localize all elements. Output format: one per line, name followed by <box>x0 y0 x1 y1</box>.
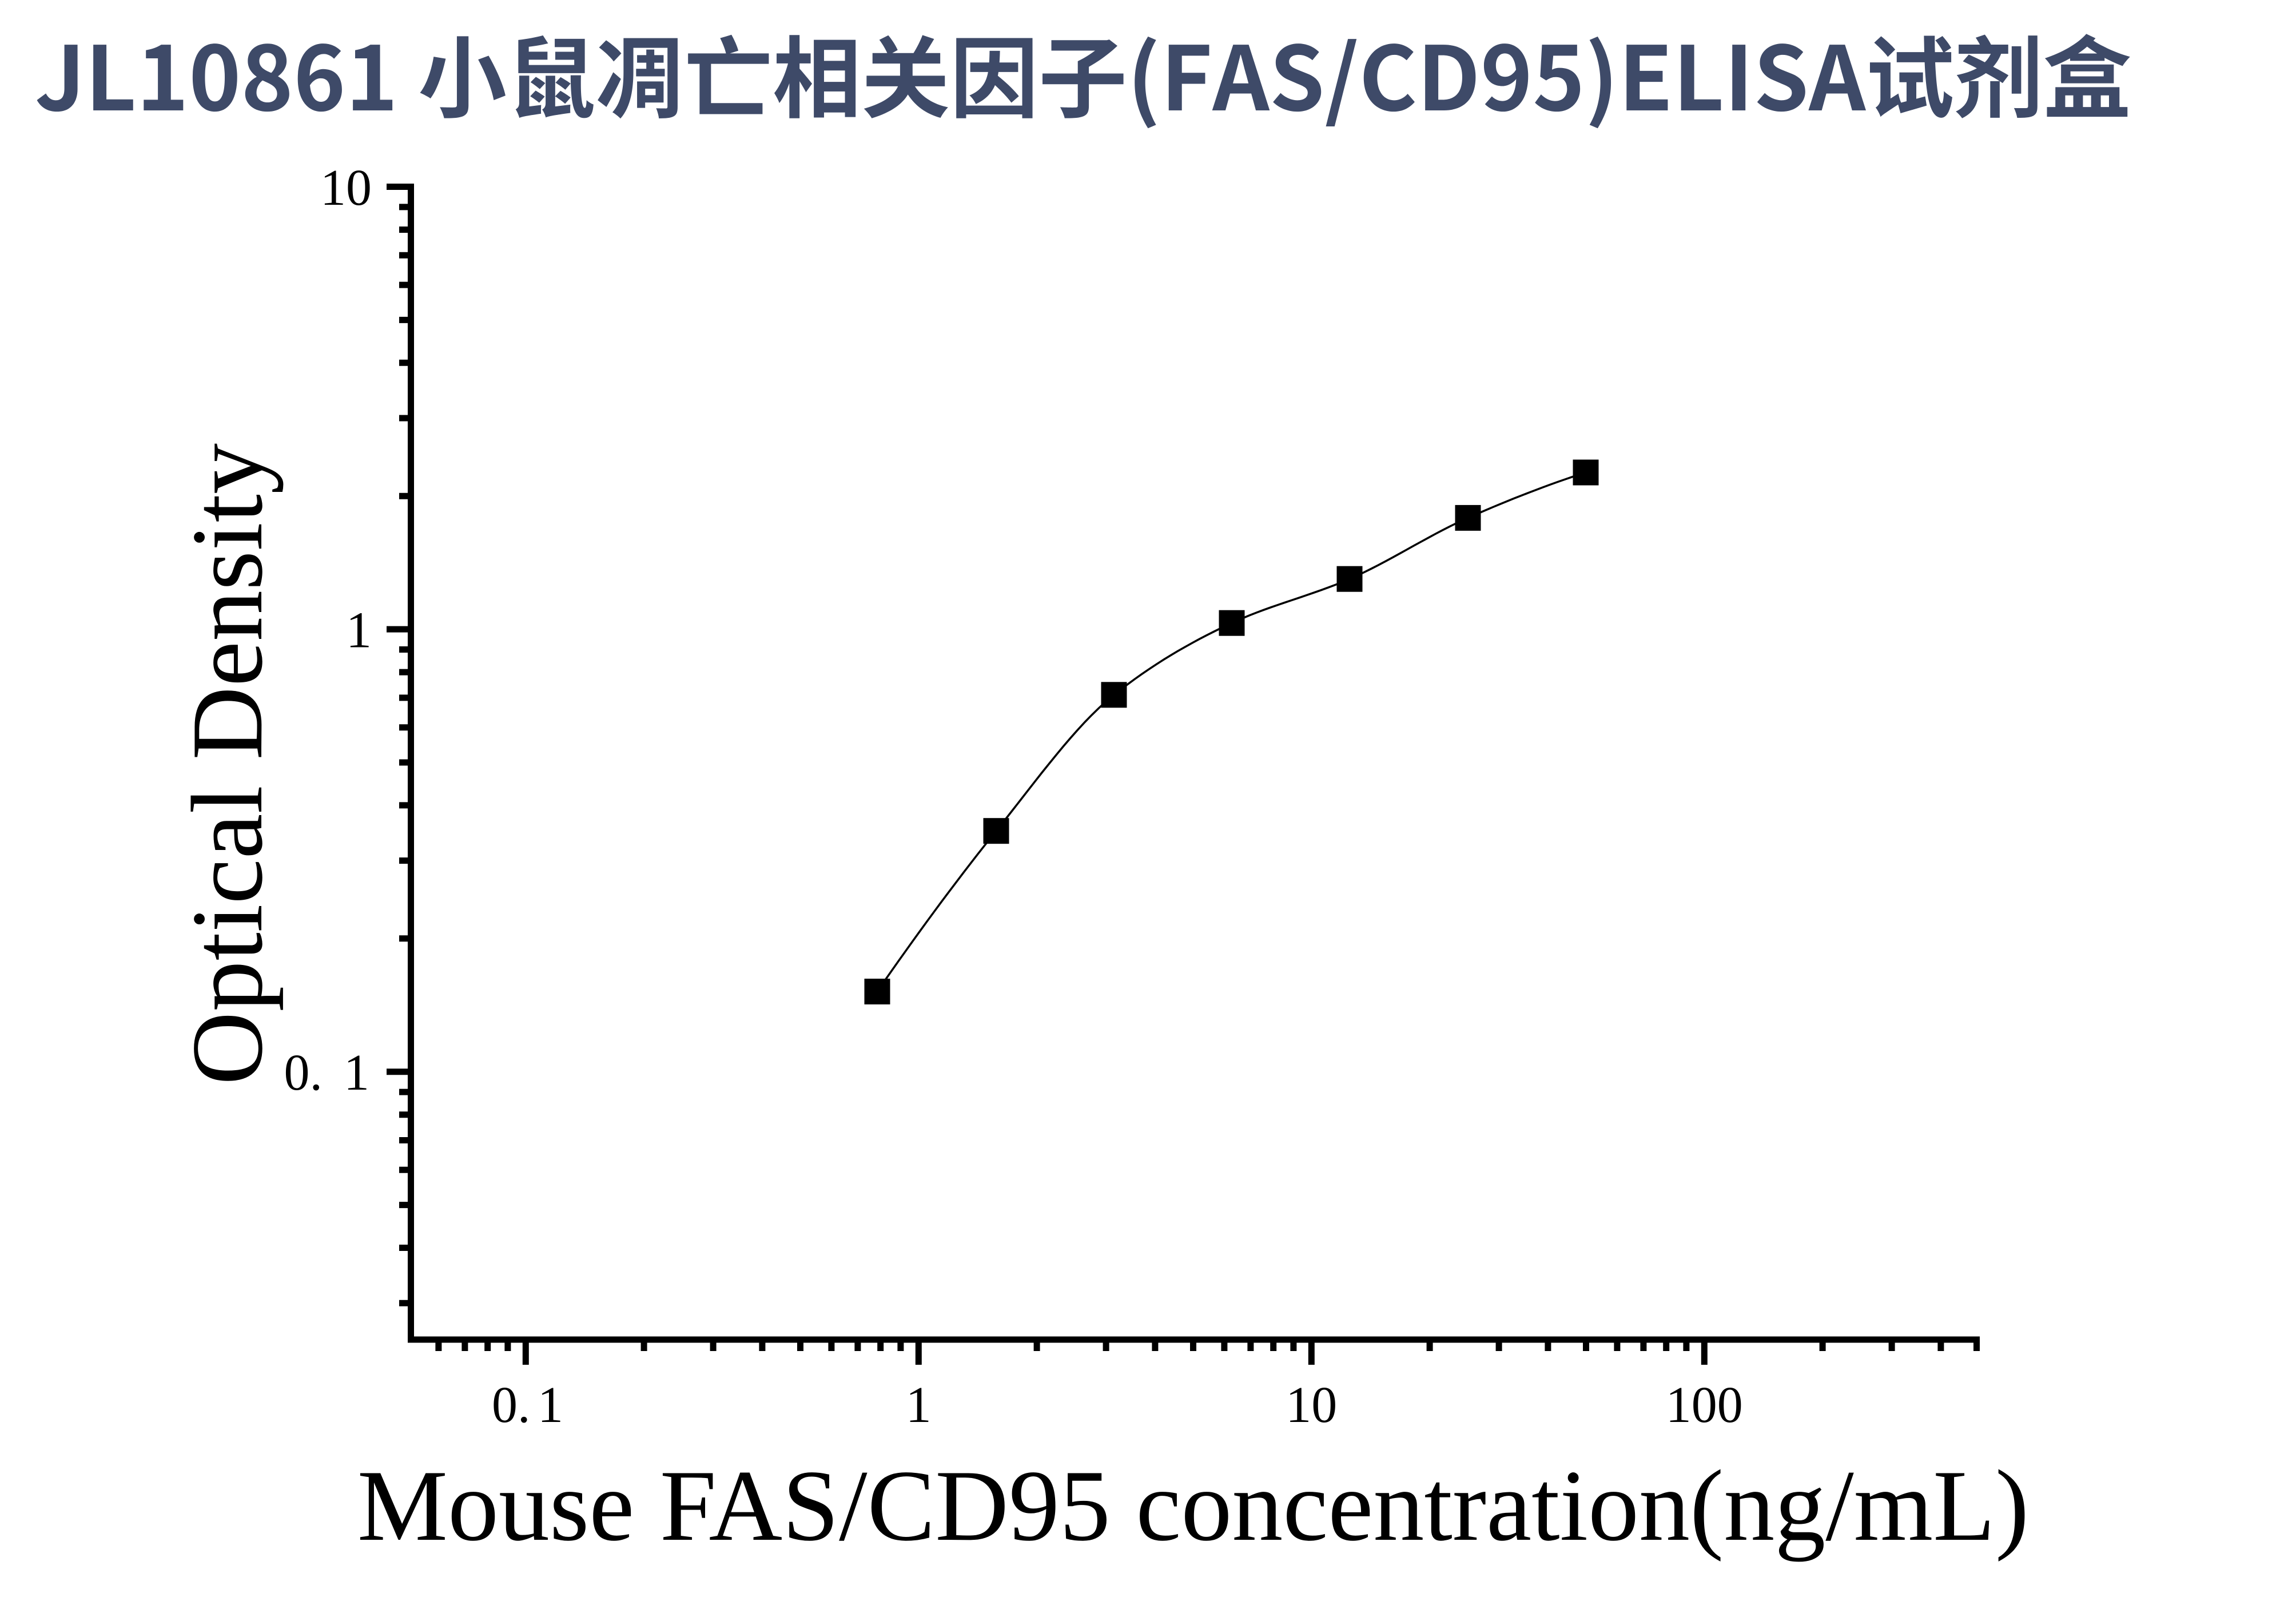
svg-text:10: 10 <box>320 160 372 216</box>
svg-text:0.: 0. <box>284 1044 323 1101</box>
svg-text:Optical Density: Optical Density <box>170 443 284 1085</box>
svg-text:10: 10 <box>1286 1377 1337 1433</box>
svg-text:1: 1 <box>346 602 372 659</box>
svg-text:0.: 0. <box>492 1377 531 1433</box>
svg-text:Mouse FAS/CD95 concentration(n: Mouse FAS/CD95 concentration(ng/mL) <box>357 1449 2029 1562</box>
svg-text:1: 1 <box>538 1377 563 1433</box>
svg-text:1: 1 <box>906 1377 932 1433</box>
svg-text:100: 100 <box>1666 1377 1743 1433</box>
svg-text:1: 1 <box>344 1044 369 1101</box>
